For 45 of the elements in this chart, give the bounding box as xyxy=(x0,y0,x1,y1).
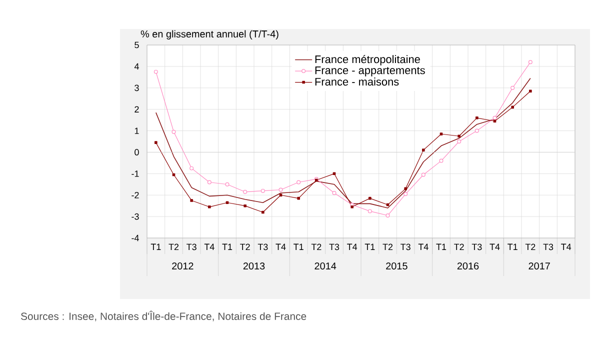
x-tick-label: T4 xyxy=(490,244,500,250)
x-tick-label: T2 xyxy=(168,244,179,250)
text: 2016 xyxy=(457,262,479,270)
x-tick-label: T4 xyxy=(418,244,428,250)
text: 2015 xyxy=(386,262,408,270)
x-tick-label: T2 xyxy=(382,244,393,250)
x-tick-label: T3 xyxy=(400,244,410,250)
legend-label: France - maisons xyxy=(315,78,399,86)
y-tick-label: -2 xyxy=(132,192,139,198)
x-tick-label: T1 xyxy=(150,244,161,250)
y-tick-label: 4 xyxy=(134,63,139,70)
x-tick-label: T4 xyxy=(561,244,572,250)
x-tick-label: T1 xyxy=(508,244,518,250)
legend-label: France - appartements xyxy=(315,66,425,76)
text: 2013 xyxy=(243,262,265,270)
x-tick-label: T1 xyxy=(222,244,232,250)
x-tick-label: T1 xyxy=(294,244,304,250)
y-axis-title: % en glissement annuel (T/T-4) xyxy=(140,30,278,40)
x-tick-label: T3 xyxy=(543,244,554,250)
text: 2017 xyxy=(528,262,550,270)
y-tick-label: -4 xyxy=(132,234,139,242)
x-tick-label: T2 xyxy=(240,244,250,250)
x-tick-label: T4 xyxy=(204,244,214,250)
source-note: Sources : Insee, Notaires d'Île-de-France, Notaires de France xyxy=(20,310,306,322)
x-tick-label: T2 xyxy=(311,244,322,250)
y-tick-label: 5 xyxy=(134,42,139,48)
x-tick-label: T3 xyxy=(186,244,196,250)
text: 2014 xyxy=(314,262,336,270)
x-tick-label: T3 xyxy=(472,244,482,250)
x-tick-label: T4 xyxy=(276,244,286,250)
y-tick-label: 3 xyxy=(134,84,139,92)
x-tick-label: T1 xyxy=(436,244,446,250)
x-tick-label: T1 xyxy=(364,244,375,250)
x-tick-label: T3 xyxy=(258,244,268,250)
y-tick-label: 1 xyxy=(134,128,139,134)
x-tick-label: T4 xyxy=(347,244,358,250)
x-tick-label: T2 xyxy=(525,244,536,250)
y-tick-label: -3 xyxy=(132,213,139,220)
y-tick-label: -1 xyxy=(132,170,139,177)
x-tick-label: T2 xyxy=(454,244,464,250)
y-tick-label: 0 xyxy=(134,149,139,156)
x-tick-label: T3 xyxy=(329,244,340,250)
y-tick-label: 2 xyxy=(134,106,139,112)
legend-label: France métropolitaine xyxy=(315,54,420,66)
text: 2012 xyxy=(172,262,194,270)
